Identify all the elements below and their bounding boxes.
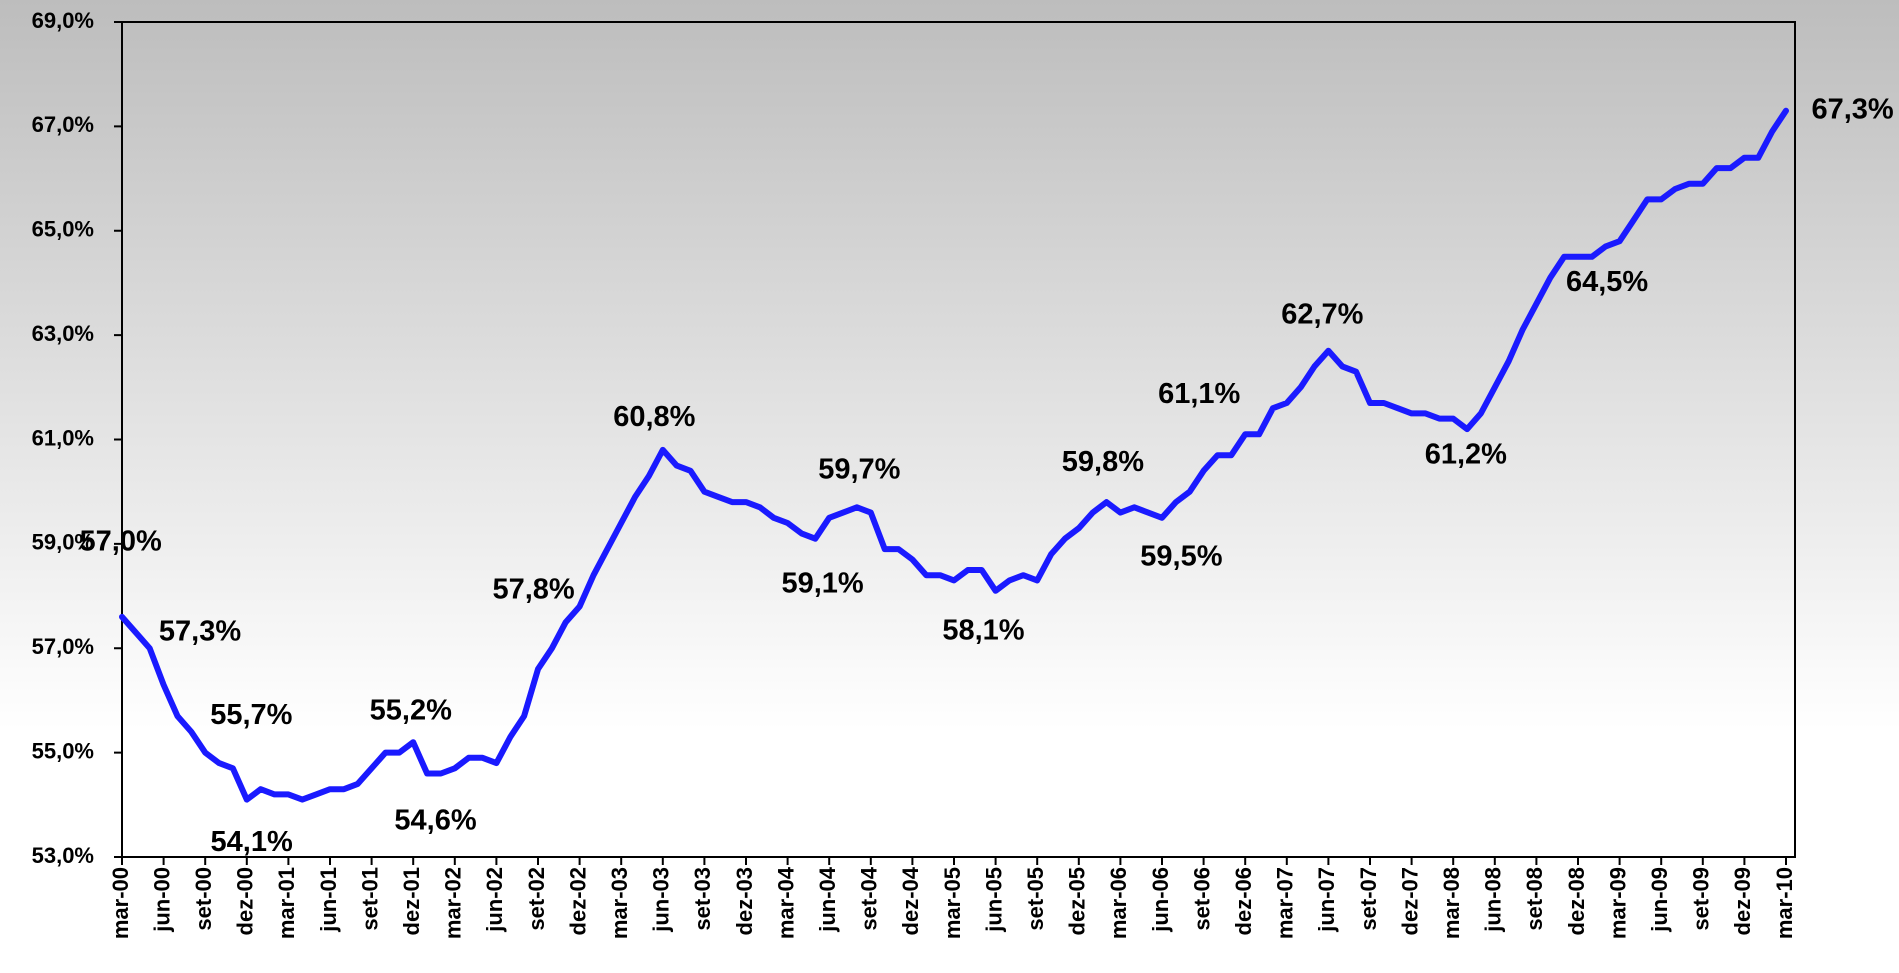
x-tick-label: jun-08 <box>1481 867 1506 933</box>
x-tick-label: dez-06 <box>1231 867 1256 935</box>
x-tick-label: dez-09 <box>1730 867 1755 935</box>
x-tick-label: mar-03 <box>607 867 632 939</box>
x-tick-label: dez-07 <box>1397 867 1422 935</box>
data-label: 61,1% <box>1158 378 1240 410</box>
x-tick-label: mar-04 <box>773 866 798 939</box>
x-tick-label: mar-09 <box>1605 867 1630 939</box>
x-tick-label: set-09 <box>1689 867 1714 931</box>
x-tick-label: mar-06 <box>1106 867 1131 939</box>
x-tick-label: set-05 <box>1023 867 1048 931</box>
y-tick-label: 67,0% <box>32 112 94 137</box>
x-tick-label: set-08 <box>1522 867 1547 931</box>
x-tick-label: set-07 <box>1356 867 1381 931</box>
x-tick-label: jun-00 <box>149 867 174 933</box>
data-label: 57,3% <box>159 615 241 647</box>
data-label: 59,7% <box>818 454 900 486</box>
y-tick-label: 65,0% <box>32 217 94 242</box>
x-tick-label: set-04 <box>857 866 882 930</box>
y-tick-label: 61,0% <box>32 425 94 450</box>
x-tick-label: jun-05 <box>981 867 1006 933</box>
x-tick-label: jun-02 <box>482 867 507 933</box>
data-label: 60,8% <box>613 401 695 433</box>
data-label: 55,2% <box>370 695 452 727</box>
x-tick-label: mar-07 <box>1273 867 1298 939</box>
x-tick-label: set-03 <box>690 867 715 931</box>
data-label: 58,1% <box>942 615 1024 647</box>
x-tick-label: jun-03 <box>649 867 674 933</box>
data-line <box>119 107 1789 803</box>
x-tick-label: mar-05 <box>940 867 965 939</box>
x-tick-label: mar-02 <box>441 867 466 939</box>
x-tick-label: mar-08 <box>1439 867 1464 939</box>
data-label: 54,6% <box>394 805 476 837</box>
x-tick-label: dez-03 <box>732 867 757 935</box>
y-tick-label: 63,0% <box>32 321 94 346</box>
data-label: 61,2% <box>1425 438 1507 470</box>
data-label: 59,1% <box>781 567 863 599</box>
data-label: 64,5% <box>1566 266 1648 298</box>
y-tick-label: 57,0% <box>32 634 94 659</box>
x-tick-label: jun-01 <box>316 867 341 933</box>
x-tick-label: dez-00 <box>233 867 258 935</box>
x-tick-label: dez-05 <box>1065 867 1090 935</box>
data-label: 57,0% <box>80 526 162 558</box>
x-tick-label: set-06 <box>1189 867 1214 931</box>
data-label: 67,3% <box>1811 93 1893 125</box>
data-label: 62,7% <box>1281 298 1363 330</box>
data-label: 59,8% <box>1062 446 1144 478</box>
x-tick-label: jun-06 <box>1148 867 1173 933</box>
x-tick-label: set-01 <box>357 867 382 931</box>
data-label: 54,1% <box>211 826 293 858</box>
x-tick-label: set-02 <box>524 867 549 931</box>
data-label: 59,5% <box>1140 540 1222 572</box>
x-tick-label: dez-01 <box>399 867 424 935</box>
data-label: 55,7% <box>210 699 292 731</box>
x-tick-label: dez-08 <box>1564 867 1589 935</box>
x-tick-label: dez-02 <box>565 867 590 935</box>
x-tick-label: jun-07 <box>1314 867 1339 933</box>
x-tick-label: dez-04 <box>898 866 923 935</box>
data-label: 57,8% <box>492 573 574 605</box>
x-tick-label: mar-01 <box>274 867 299 939</box>
x-tick-label: jun-04 <box>815 866 840 933</box>
y-tick-label: 55,0% <box>32 738 94 763</box>
y-tick-label: 53,0% <box>32 843 94 868</box>
y-tick-label: 69,0% <box>32 8 94 33</box>
x-tick-label: jun-09 <box>1647 867 1672 933</box>
x-tick-label: mar-00 <box>108 867 133 939</box>
x-tick-label: mar-10 <box>1772 867 1797 939</box>
x-tick-label: set-00 <box>191 867 216 931</box>
y-tick-label: 59,0% <box>32 530 94 555</box>
